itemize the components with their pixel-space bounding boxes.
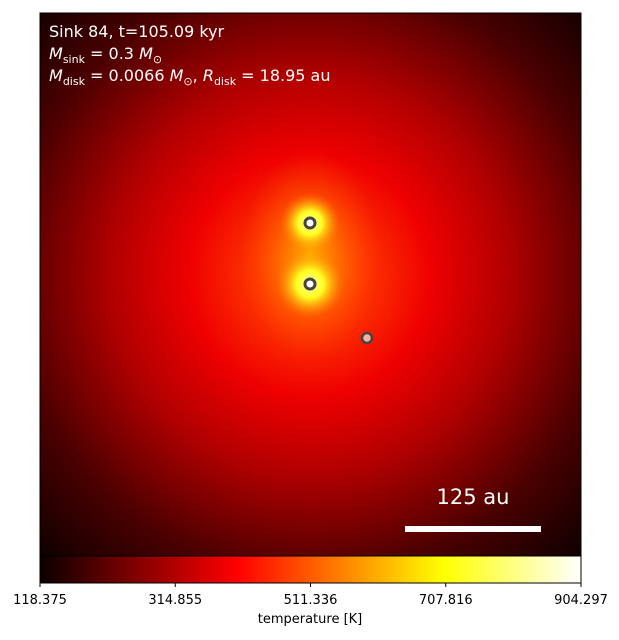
- annotation-part: M: [49, 66, 63, 85]
- image: 125 au: [40, 13, 581, 556]
- annotation-part: M: [170, 66, 184, 85]
- annotation-part: R: [203, 66, 214, 85]
- annotation-part: M: [139, 44, 153, 63]
- colorbar: [39, 555, 582, 584]
- annotation-part: disk: [63, 75, 86, 88]
- annotation-part: = 0.0066: [85, 66, 170, 85]
- colorbar-tick-label: 707.816: [419, 593, 473, 608]
- annotation-line: Sink 84, t=105.09 kyr: [49, 22, 225, 41]
- scale-bar-label: 125 au: [437, 485, 510, 509]
- annotation-part: M: [49, 44, 63, 63]
- annotation-part: ⊙: [153, 53, 162, 66]
- sink-marker: [360, 331, 374, 345]
- colorbar-tick-label: 904.297: [554, 593, 608, 608]
- sink-marker: [303, 277, 317, 291]
- annotation-part: sink: [63, 53, 86, 66]
- colorbar-tick-label: 314.855: [148, 593, 202, 608]
- annotation-part: disk: [214, 75, 237, 88]
- annotation-part: ⊙: [183, 75, 192, 88]
- annotation-part: Sink 84, t=105.09 kyr: [49, 22, 225, 41]
- annotation-part: ,: [193, 66, 203, 85]
- colorbar-tick-label: 118.375: [13, 593, 67, 608]
- colorbar-label: temperature [K]: [258, 612, 363, 627]
- annotation-line: Msink = 0.3 M⊙: [49, 44, 162, 66]
- annotation-part: = 18.95 au: [236, 66, 330, 85]
- colorbar-tick-label: 511.336: [284, 593, 338, 608]
- annotation-line: Mdisk = 0.0066 M⊙, Rdisk = 18.95 au: [49, 66, 331, 88]
- sink-marker: [303, 216, 317, 230]
- scale-bar: [405, 526, 541, 532]
- annotation-part: = 0.3: [85, 44, 139, 63]
